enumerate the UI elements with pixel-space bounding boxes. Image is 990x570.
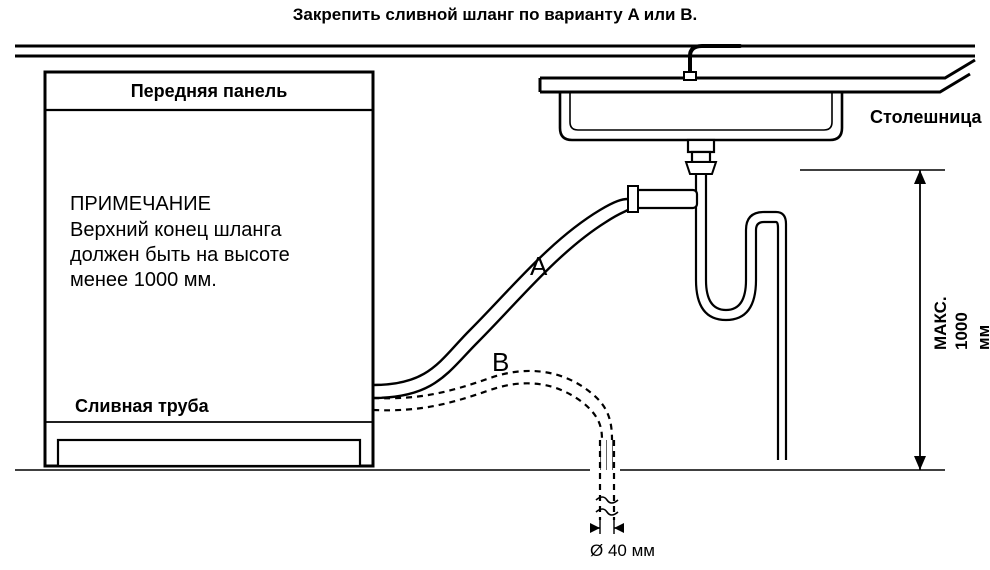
label-max-height: МАКС. 1000 мм bbox=[930, 290, 990, 350]
marker-a: А bbox=[530, 250, 547, 283]
label-drain-pipe: Сливная труба bbox=[75, 395, 209, 418]
label-countertop: Столешница bbox=[870, 106, 982, 129]
label-front-panel: Передняя панель bbox=[45, 80, 373, 103]
note-body: Верхний конец шланга должен быть на высо… bbox=[70, 218, 290, 293]
marker-b: В bbox=[492, 346, 509, 379]
diagram-stage: Закрепить сливной шланг по варианту A ил… bbox=[0, 0, 990, 570]
note-heading: ПРИМЕЧАНИЕ bbox=[70, 192, 211, 217]
title: Закрепить сливной шланг по варианту A ил… bbox=[0, 4, 990, 25]
label-diameter: Ø 40 мм bbox=[590, 540, 655, 561]
